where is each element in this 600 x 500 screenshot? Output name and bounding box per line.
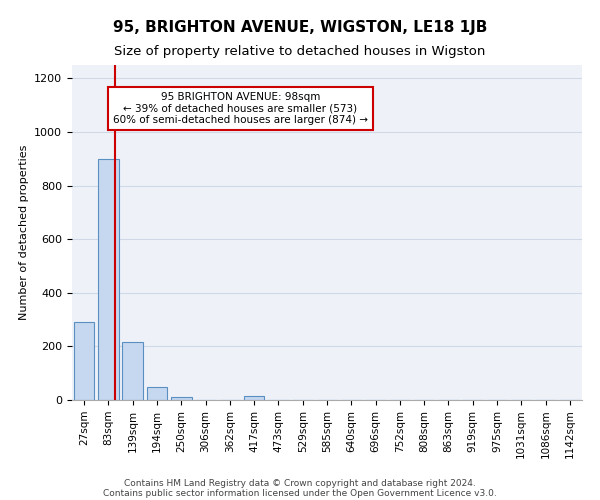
- Bar: [146, 386, 167, 400]
- Bar: [98, 159, 119, 400]
- Text: 95 BRIGHTON AVENUE: 98sqm
← 39% of detached houses are smaller (573)
60% of semi: 95 BRIGHTON AVENUE: 98sqm ← 39% of detac…: [113, 92, 368, 125]
- Text: Contains HM Land Registry data © Crown copyright and database right 2024.: Contains HM Land Registry data © Crown c…: [124, 478, 476, 488]
- Y-axis label: Number of detached properties: Number of detached properties: [19, 145, 29, 320]
- Text: 95, BRIGHTON AVENUE, WIGSTON, LE18 1JB: 95, BRIGHTON AVENUE, WIGSTON, LE18 1JB: [113, 20, 487, 35]
- Text: Size of property relative to detached houses in Wigston: Size of property relative to detached ho…: [115, 45, 485, 58]
- Bar: [122, 342, 143, 400]
- Bar: [171, 398, 191, 400]
- Text: Contains public sector information licensed under the Open Government Licence v3: Contains public sector information licen…: [103, 488, 497, 498]
- Bar: [244, 396, 265, 400]
- Bar: [74, 322, 94, 400]
